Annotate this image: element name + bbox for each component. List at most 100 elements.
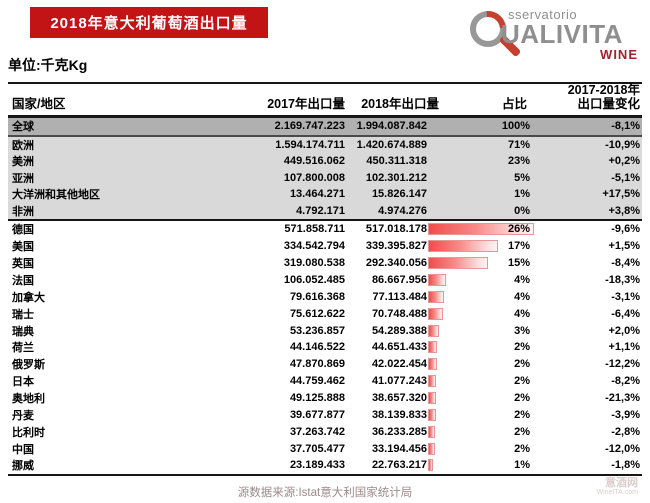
country-row: 德国 571.858.711 517.018.178 26% -9,6% [8,221,642,238]
logo-text-osservatorio: sservatorio [508,7,578,22]
share-value: 3% [514,324,530,337]
export-2017-value: 75.612.622 [289,307,345,320]
col-header-2017: 2017年出口量 [267,97,345,111]
country-row: 瑞士 75.612.622 70.748.488 4% -6,4% [8,305,642,323]
export-2017-value: 319.080.538 [283,257,345,270]
col-header-region: 国家/地区 [12,97,66,111]
change-value: +1,5% [608,240,641,253]
export-2017-value: 53.236.857 [289,324,345,337]
watermark-site-url: WineITA.com [596,489,639,497]
watermark-site-name: 意酒网 [605,477,638,489]
region-name: 中国 [12,443,34,456]
change-value: -3,9% [611,408,640,421]
change-value: +3,8% [608,204,641,217]
share-value: 2% [514,425,530,438]
col-header-change-line1: 2017-2018年 [567,82,640,97]
region-name: 全球 [12,121,34,134]
country-row: 法国 106.052.485 86.667.956 4% -18,3% [8,271,642,289]
col-header-share: 占比 [501,97,527,111]
export-2018-value: 41.077.243 [371,375,427,388]
region-name: 荷兰 [12,342,34,355]
change-value: -8,1% [611,120,640,133]
region-row: 全球 2.169.747.223 1.994.087.842 100% -8,1% [8,118,642,137]
region-name: 德国 [12,224,34,237]
share-value: 100% [501,120,530,133]
col-header-change-line2: 出口量变化 [577,97,640,112]
share-value: 1% [514,459,530,472]
country-row: 俄罗斯 47.870.869 42.022.454 2% -12,2% [8,355,642,373]
qualivita-logo: sservatorio UALIVITA WINE [462,3,640,62]
region-name: 俄罗斯 [12,359,45,372]
change-value: -21,3% [605,392,640,405]
region-name: 法国 [12,275,34,287]
share-bar [428,307,443,320]
region-row: 非洲 4.792.171 4.974.276 0% +3,8% [8,202,642,219]
region-name: 挪威 [12,460,34,473]
region-name: 美洲 [12,156,34,169]
export-2017-value: 2.169.747.223 [274,120,345,133]
share-bar [428,392,436,405]
watermark: 意酒网 WineITA.com [597,477,639,497]
share-bar [428,408,436,421]
share-value: 2% [514,392,530,405]
region-name: 瑞士 [12,308,34,321]
change-value: +0,2% [608,155,641,168]
share-value: 5% [514,171,530,184]
region-name: 美国 [12,241,34,254]
region-name: 瑞典 [12,325,34,338]
region-name: 非洲 [12,205,34,218]
region-name: 比利时 [12,426,45,439]
export-2017-value: 106.052.485 [283,274,345,286]
country-row: 日本 44.759.462 41.077.243 2% -8,2% [8,372,642,390]
export-2017-value: 571.858.711 [284,223,345,236]
col-header-2018: 2018年出口量 [361,97,439,111]
export-2017-value: 4.792.171 [296,204,345,217]
export-2017-value: 44.146.522 [289,341,345,354]
export-2017-value: 23.189.433 [289,459,345,472]
change-value: -18,3% [605,274,640,286]
logo-text-wine: WINE [600,47,638,62]
export-2017-value: 39.677.877 [289,408,345,421]
region-name: 日本 [12,376,34,389]
export-2018-value: 15.826.147 [371,188,427,201]
export-2018-value: 38.139.833 [371,408,427,421]
region-rows-section: 全球 2.169.747.223 1.994.087.842 100% -8,1% 欧洲 1… [8,118,642,221]
export-2018-value: 38.657.320 [371,392,427,405]
page-title-banner: 2018年意大利葡萄酒出口量 [30,7,268,38]
export-2018-value: 1.420.674.889 [356,138,427,151]
export-2017-value: 13.464.271 [289,188,345,201]
share-value: 0% [514,204,530,217]
change-value: -8,2% [611,375,640,388]
change-value: -5,1% [611,171,640,184]
unit-label: 单位:千克Kg [8,57,88,73]
share-bar [428,240,498,253]
region-name: 奥地利 [12,393,45,406]
export-2018-value: 22.763.217 [371,459,427,472]
export-2017-value: 334.542.794 [283,240,345,253]
header-divider [8,82,642,84]
region-name: 大洋洲和其他地区 [12,189,100,202]
export-2017-value: 37.705.477 [289,442,345,455]
export-2017-value: 49.125.888 [289,392,345,405]
export-2018-value: 86.667.956 [371,274,427,286]
export-2018-value: 450.311.318 [366,155,427,168]
export-2018-value: 44.651.433 [371,341,427,354]
share-value: 17% [507,240,530,253]
country-row: 美国 334.542.794 339.395.827 17% +1,5% [8,237,642,255]
export-2018-value: 517.018.178 [365,223,427,236]
change-value: -3,1% [611,290,640,303]
share-bar [428,324,439,337]
export-2018-value: 339.395.827 [365,240,427,253]
export-2018-value: 33.194.456 [371,442,427,455]
region-name: 丹麦 [12,409,34,422]
share-value: 2% [514,375,530,388]
region-name: 加拿大 [12,291,45,304]
export-2017-value: 79.616.368 [289,290,345,303]
share-value: 2% [514,358,530,371]
change-value: -2,8% [611,425,640,438]
change-value: -12,0% [605,442,640,455]
export-2018-value: 42.022.454 [371,358,427,371]
share-bar [428,442,435,455]
country-rows-section: 德国 571.858.711 517.018.178 26% -9,6% 美国 334.54… [8,221,642,476]
